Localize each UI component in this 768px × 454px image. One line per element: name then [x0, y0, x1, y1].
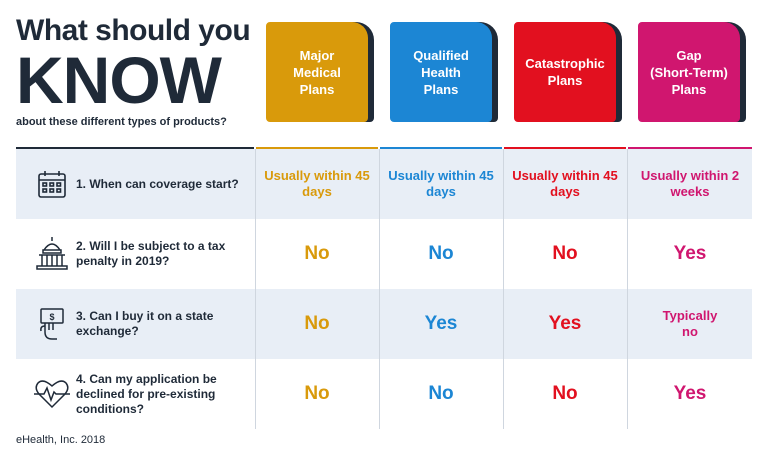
answer-major-medical: No	[304, 313, 330, 334]
column-divider	[255, 149, 256, 429]
table-row: 4. Can my application be declined for pr…	[16, 359, 752, 429]
header-rule-questions	[16, 147, 254, 149]
plan-header-major-medical: Major Medical Plans	[266, 22, 374, 122]
answer-major-medical: Usually within 45 days	[264, 168, 370, 199]
title-block: What should you KNOW about these differe…	[16, 14, 256, 128]
answer-catastrophic: No	[552, 243, 578, 264]
plan-header-label: Catastrophic Plans	[514, 22, 616, 122]
column-divider	[627, 149, 628, 429]
question-text: 3. Can I buy it on a state exchange?	[76, 309, 214, 338]
answer-catastrophic: No	[552, 383, 578, 404]
calendar-icon	[32, 149, 72, 219]
plan-header-catastrophic: Catastrophic Plans	[514, 22, 622, 122]
table-row: $ 3. Can I buy it on a state exchange? N…	[16, 289, 752, 359]
header-rule-qualified-health	[380, 147, 502, 149]
answer-gap: Yes	[673, 243, 707, 264]
svg-text:$: $	[49, 312, 54, 322]
answer-gap: Typically no	[662, 308, 718, 339]
header-rule-gap	[628, 147, 752, 149]
plan-header-gap-short-term: Gap (Short-Term) Plans	[638, 22, 746, 122]
answer-gap: Yes	[673, 383, 707, 404]
answer-qualified-health: No	[428, 243, 454, 264]
table-row: 1. When can coverage start? Usually with…	[16, 149, 752, 219]
header-rule-major-medical	[256, 147, 378, 149]
answer-qualified-health: No	[428, 383, 454, 404]
answer-major-medical: No	[304, 243, 330, 264]
question-text: 2. Will I be subject to a tax penalty in…	[76, 239, 226, 268]
column-divider	[379, 149, 380, 429]
title-know: KNOW	[16, 43, 222, 117]
plan-header-label: Qualified Health Plans	[390, 22, 492, 122]
plan-header-label: Major Medical Plans	[266, 22, 368, 122]
header-rule-catastrophic	[504, 147, 626, 149]
answer-qualified-health: Yes	[424, 313, 458, 334]
table-row: 2. Will I be subject to a tax penalty in…	[16, 219, 752, 289]
answer-gap: Usually within 2 weeks	[640, 168, 740, 199]
heartbeat-icon	[32, 359, 72, 429]
question-text: 1. When can coverage start?	[76, 176, 239, 191]
title-line1: What should you	[16, 14, 251, 47]
hand-money-icon: $	[32, 289, 72, 359]
capitol-building-icon	[32, 219, 72, 289]
answer-qualified-health: Usually within 45 days	[388, 168, 494, 199]
column-divider	[503, 149, 504, 429]
question-text: 4. Can my application be declined for pr…	[76, 371, 217, 416]
title-subtitle: about these different types of products?	[16, 116, 227, 128]
plan-header-qualified-health: Qualified Health Plans	[390, 22, 498, 122]
answer-catastrophic: Usually within 45 days	[512, 168, 618, 199]
answer-catastrophic: Yes	[548, 313, 582, 334]
answer-major-medical: No	[304, 383, 330, 404]
plan-header-label: Gap (Short-Term) Plans	[638, 22, 740, 122]
footer-credit: eHealth, Inc. 2018	[16, 434, 106, 446]
